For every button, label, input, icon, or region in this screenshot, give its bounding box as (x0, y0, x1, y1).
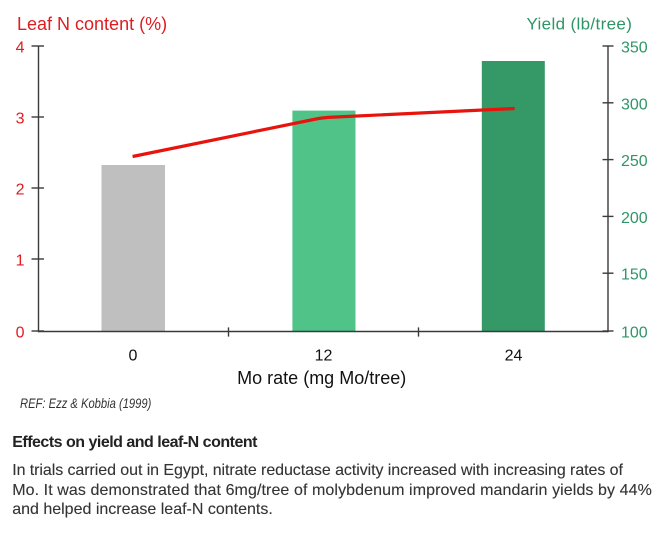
svg-text:12: 12 (315, 348, 333, 365)
svg-text:300: 300 (621, 96, 648, 113)
svg-text:Mo rate (mg Mo/tree): Mo rate (mg Mo/tree) (237, 368, 406, 388)
svg-text:0: 0 (129, 348, 138, 365)
svg-text:350: 350 (621, 40, 648, 57)
svg-text:0: 0 (16, 325, 25, 342)
svg-text:200: 200 (621, 210, 648, 227)
svg-text:24: 24 (505, 348, 523, 365)
svg-text:150: 150 (621, 267, 648, 284)
svg-text:100: 100 (621, 325, 648, 342)
svg-text:4: 4 (16, 40, 25, 57)
svg-text:3: 3 (16, 111, 25, 128)
svg-text:1: 1 (16, 253, 25, 270)
svg-text:2: 2 (16, 182, 25, 199)
svg-text:250: 250 (621, 153, 648, 170)
svg-text:Yield (lb/tree): Yield (lb/tree) (527, 14, 633, 33)
svg-text:Leaf N content (%): Leaf N content (%) (17, 14, 167, 34)
